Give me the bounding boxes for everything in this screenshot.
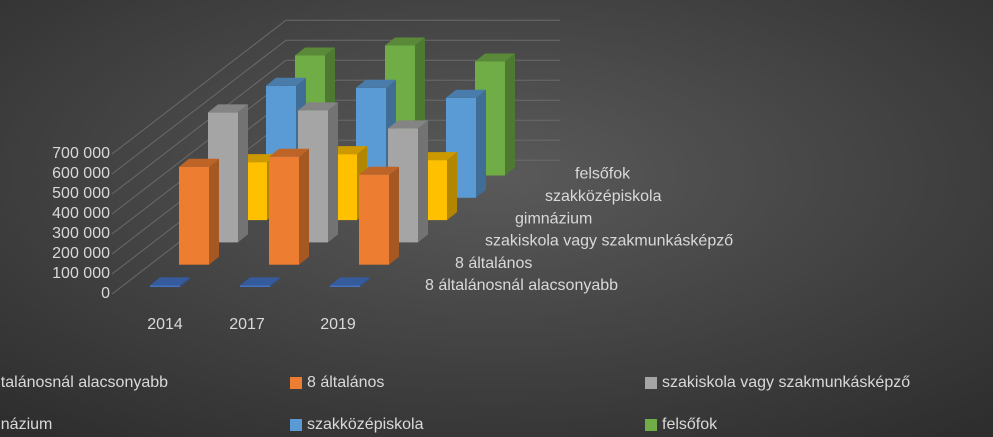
bar-top — [446, 89, 486, 98]
legend-swatch — [645, 377, 657, 389]
y-tick-label: 400 000 — [52, 205, 110, 222]
legend-swatch — [645, 419, 657, 431]
bar-3d — [446, 89, 486, 198]
legend-swatch — [290, 419, 302, 431]
bar — [330, 285, 360, 287]
legend-label: 8 általánosnál alacsonyabb — [0, 374, 168, 391]
bar-side — [447, 152, 457, 221]
bar-top — [330, 277, 370, 286]
legend-label: szakiskola vagy szakmunkásképző — [662, 374, 910, 391]
grid-line — [111, 39, 560, 175]
depth-label: 8 általános — [455, 255, 532, 272]
x-tick-label: 2019 — [320, 316, 356, 333]
y-tick-label: 500 000 — [52, 185, 110, 202]
bar-top — [179, 158, 219, 167]
depth-label: felsőfok — [575, 166, 631, 183]
depth-label: gimnázium — [515, 210, 592, 227]
bar-3d — [240, 277, 280, 287]
bar-side — [360, 277, 370, 287]
bars — [150, 37, 515, 287]
labels: 0 100 000 200 000 300 000 400 000 500 000 600 … — [0, 145, 910, 433]
bar-side — [418, 120, 428, 243]
legend-label: gimnázium — [0, 416, 52, 433]
bar — [359, 174, 389, 265]
bar-side — [476, 89, 486, 198]
bar-side — [238, 104, 248, 243]
grid-line — [111, 19, 560, 155]
bar-top — [298, 102, 338, 111]
bar-side — [389, 166, 399, 265]
bar-3d — [359, 166, 399, 265]
depth-label: szakiskola vagy szakmunkásképző — [485, 233, 733, 250]
x-tick-label: 2014 — [147, 316, 183, 333]
y-tick-label: 200 000 — [52, 245, 110, 262]
bar-3d — [150, 277, 190, 287]
bar — [269, 156, 299, 265]
bar-side — [209, 158, 219, 265]
bar-top — [356, 79, 396, 88]
bar-top — [359, 166, 399, 175]
y-tick-label: 100 000 — [52, 265, 110, 282]
legend-label: szakközépiskola — [307, 416, 424, 433]
bar-3d — [269, 148, 309, 265]
bar-top — [266, 77, 306, 86]
bar — [240, 285, 270, 287]
grid-line — [111, 59, 560, 195]
x-tick-label: 2017 — [229, 316, 265, 333]
y-tick-label: 0 — [101, 285, 110, 302]
bar-3d — [179, 158, 219, 265]
bar — [179, 166, 209, 265]
legend-label: 8 általános — [307, 374, 384, 391]
bar-top — [269, 148, 309, 157]
bar-top — [240, 277, 280, 286]
legend-label: felsőfok — [662, 416, 718, 433]
bar-top — [208, 104, 248, 113]
bar-top — [150, 277, 190, 286]
y-tick-label: 300 000 — [52, 225, 110, 242]
bar-top — [385, 37, 425, 46]
bar-side — [505, 53, 515, 176]
bar-side — [180, 277, 190, 287]
depth-label: 8 általánosnál alacsonyabb — [425, 277, 618, 294]
bar-side — [299, 148, 309, 265]
bar-side — [270, 277, 280, 287]
y-tick-label: 600 000 — [52, 165, 110, 182]
bar — [150, 285, 180, 287]
bar-top — [295, 47, 335, 56]
bar-top — [475, 53, 515, 62]
depth-label: szakközépiskola — [545, 188, 662, 205]
bar-3d — [330, 277, 370, 287]
y-tick-label: 700 000 — [52, 145, 110, 162]
bar-top — [388, 120, 428, 129]
bar-side — [328, 102, 338, 243]
legend-swatch — [290, 377, 302, 389]
